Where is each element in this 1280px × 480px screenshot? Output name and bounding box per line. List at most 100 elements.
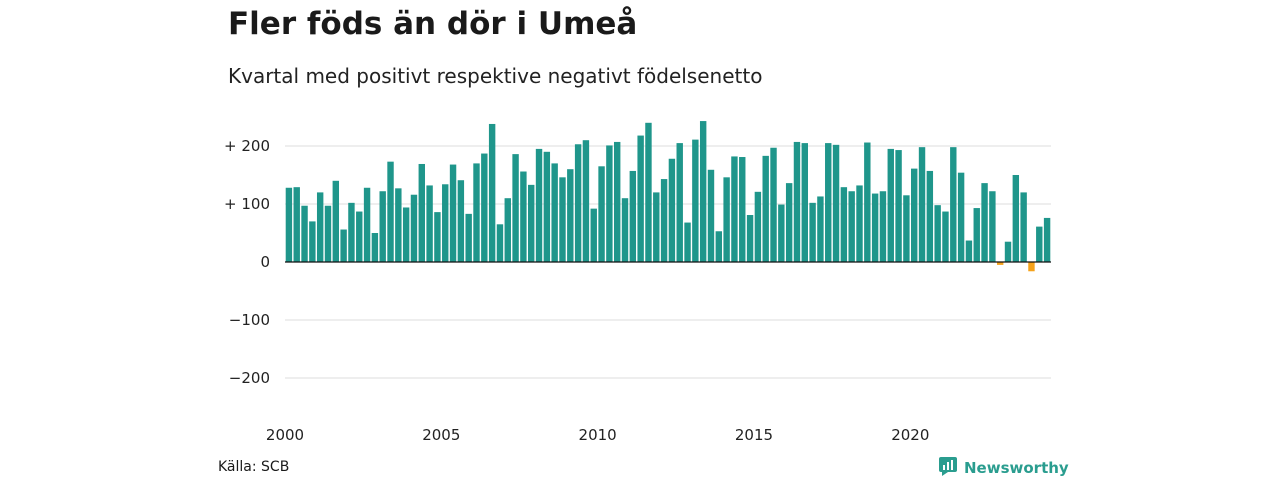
bar xyxy=(621,198,629,262)
bar xyxy=(434,212,441,262)
bars xyxy=(285,121,1051,272)
bar xyxy=(723,177,730,262)
bar xyxy=(731,156,738,262)
bar xyxy=(950,147,957,262)
bar xyxy=(848,191,855,262)
x-tick-label: 2000 xyxy=(266,426,304,444)
bar xyxy=(410,194,418,262)
bar xyxy=(840,187,848,262)
bar xyxy=(1012,175,1020,262)
bar xyxy=(981,183,988,262)
x-tick-label: 2020 xyxy=(891,426,929,444)
bar xyxy=(457,180,465,262)
bar xyxy=(418,163,425,262)
bar xyxy=(582,140,590,262)
bar xyxy=(668,158,676,262)
bar xyxy=(332,180,340,262)
bar xyxy=(379,191,386,262)
bar xyxy=(707,169,715,262)
bar xyxy=(340,229,347,262)
source-note: Källa: SCB xyxy=(218,459,290,475)
bar xyxy=(567,169,574,262)
bar xyxy=(293,187,300,262)
bar xyxy=(942,211,949,262)
bar xyxy=(934,205,941,262)
y-tick-label: −200 xyxy=(229,369,270,387)
bar xyxy=(660,179,668,262)
bar xyxy=(481,153,488,262)
bar xyxy=(957,172,965,262)
bar xyxy=(973,208,980,262)
bar xyxy=(395,188,402,262)
bar xyxy=(496,224,504,262)
bar xyxy=(887,148,894,262)
bar xyxy=(699,121,707,262)
bar xyxy=(465,213,472,262)
bar xyxy=(1020,192,1027,262)
y-tick-label: −100 xyxy=(229,311,270,329)
bar xyxy=(1004,241,1012,262)
bar xyxy=(809,202,816,262)
bar xyxy=(449,164,457,262)
brand-name: Newsworthy xyxy=(964,459,1069,477)
bar xyxy=(895,150,902,262)
bar xyxy=(770,147,777,262)
bar xyxy=(903,195,910,262)
bar xyxy=(488,123,496,263)
bar xyxy=(856,185,863,262)
chart-subtitle: Kvartal med positivt respektive negativt… xyxy=(228,64,763,88)
bar xyxy=(363,187,371,262)
bar xyxy=(590,208,597,262)
bar xyxy=(598,166,605,262)
bar xyxy=(356,211,363,262)
bar xyxy=(1036,226,1043,262)
bar xyxy=(715,231,723,262)
bar xyxy=(911,168,918,262)
brand-logo[interactable]: Newsworthy xyxy=(938,456,1069,480)
bar xyxy=(785,183,793,262)
bar xyxy=(613,141,621,262)
bar xyxy=(676,143,683,262)
bar xyxy=(512,154,519,262)
bar xyxy=(504,198,511,262)
bar xyxy=(825,143,832,262)
bar xyxy=(371,233,379,262)
bar xyxy=(989,191,996,262)
bar xyxy=(442,184,449,262)
bar xyxy=(754,191,762,262)
bar xyxy=(348,202,355,262)
bar xyxy=(324,205,332,262)
y-tick-label: + 200 xyxy=(224,137,270,155)
x-tick-label: 2005 xyxy=(422,426,460,444)
bar xyxy=(864,142,871,262)
bar xyxy=(746,215,754,262)
bar xyxy=(543,151,551,262)
bar xyxy=(645,122,652,262)
bar xyxy=(926,170,934,262)
bar xyxy=(653,192,660,262)
bar xyxy=(301,205,308,262)
bar xyxy=(387,161,394,262)
bar xyxy=(637,135,644,262)
bar xyxy=(692,139,699,262)
y-tick-label: 0 xyxy=(260,253,270,271)
bar xyxy=(739,157,746,262)
bar xyxy=(285,187,293,262)
bar xyxy=(535,148,543,262)
bar-chart: + 200 + 100 0 −100 −200 2000 2005 2010 2015 2020 xyxy=(224,121,1051,444)
bar xyxy=(801,143,808,262)
bar xyxy=(778,204,785,262)
bar xyxy=(965,240,973,262)
bar xyxy=(629,170,637,262)
bar xyxy=(1043,217,1051,262)
bar xyxy=(832,144,840,262)
newsworthy-logo-icon xyxy=(938,456,958,480)
bar xyxy=(473,163,480,262)
bar xyxy=(684,222,691,262)
bar xyxy=(520,171,527,262)
bar xyxy=(1028,262,1035,272)
bar xyxy=(551,163,558,262)
bar xyxy=(309,221,316,262)
bar xyxy=(762,155,769,262)
bar xyxy=(606,145,613,262)
